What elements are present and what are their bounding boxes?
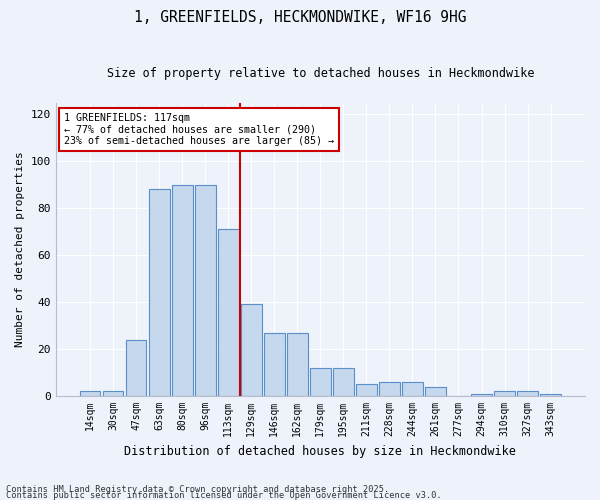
Bar bbox=[241, 304, 262, 396]
Text: Contains public sector information licensed under the Open Government Licence v3: Contains public sector information licen… bbox=[6, 490, 442, 500]
X-axis label: Distribution of detached houses by size in Heckmondwike: Distribution of detached houses by size … bbox=[124, 444, 516, 458]
Title: Size of property relative to detached houses in Heckmondwike: Size of property relative to detached ho… bbox=[107, 68, 534, 80]
Y-axis label: Number of detached properties: Number of detached properties bbox=[15, 152, 25, 347]
Bar bbox=[287, 332, 308, 396]
Bar bbox=[172, 184, 193, 396]
Bar bbox=[402, 382, 423, 396]
Bar bbox=[218, 230, 239, 396]
Text: Contains HM Land Registry data © Crown copyright and database right 2025.: Contains HM Land Registry data © Crown c… bbox=[6, 484, 389, 494]
Bar bbox=[80, 392, 100, 396]
Text: 1, GREENFIELDS, HECKMONDWIKE, WF16 9HG: 1, GREENFIELDS, HECKMONDWIKE, WF16 9HG bbox=[134, 10, 466, 25]
Bar bbox=[264, 332, 284, 396]
Bar bbox=[540, 394, 561, 396]
Bar bbox=[103, 392, 124, 396]
Bar bbox=[425, 386, 446, 396]
Bar bbox=[356, 384, 377, 396]
Bar bbox=[149, 190, 170, 396]
Text: 1 GREENFIELDS: 117sqm
← 77% of detached houses are smaller (290)
23% of semi-det: 1 GREENFIELDS: 117sqm ← 77% of detached … bbox=[64, 113, 334, 146]
Bar bbox=[333, 368, 354, 396]
Bar bbox=[379, 382, 400, 396]
Bar bbox=[126, 340, 146, 396]
Bar bbox=[310, 368, 331, 396]
Bar bbox=[195, 184, 215, 396]
Bar bbox=[494, 392, 515, 396]
Bar bbox=[517, 392, 538, 396]
Bar bbox=[471, 394, 492, 396]
